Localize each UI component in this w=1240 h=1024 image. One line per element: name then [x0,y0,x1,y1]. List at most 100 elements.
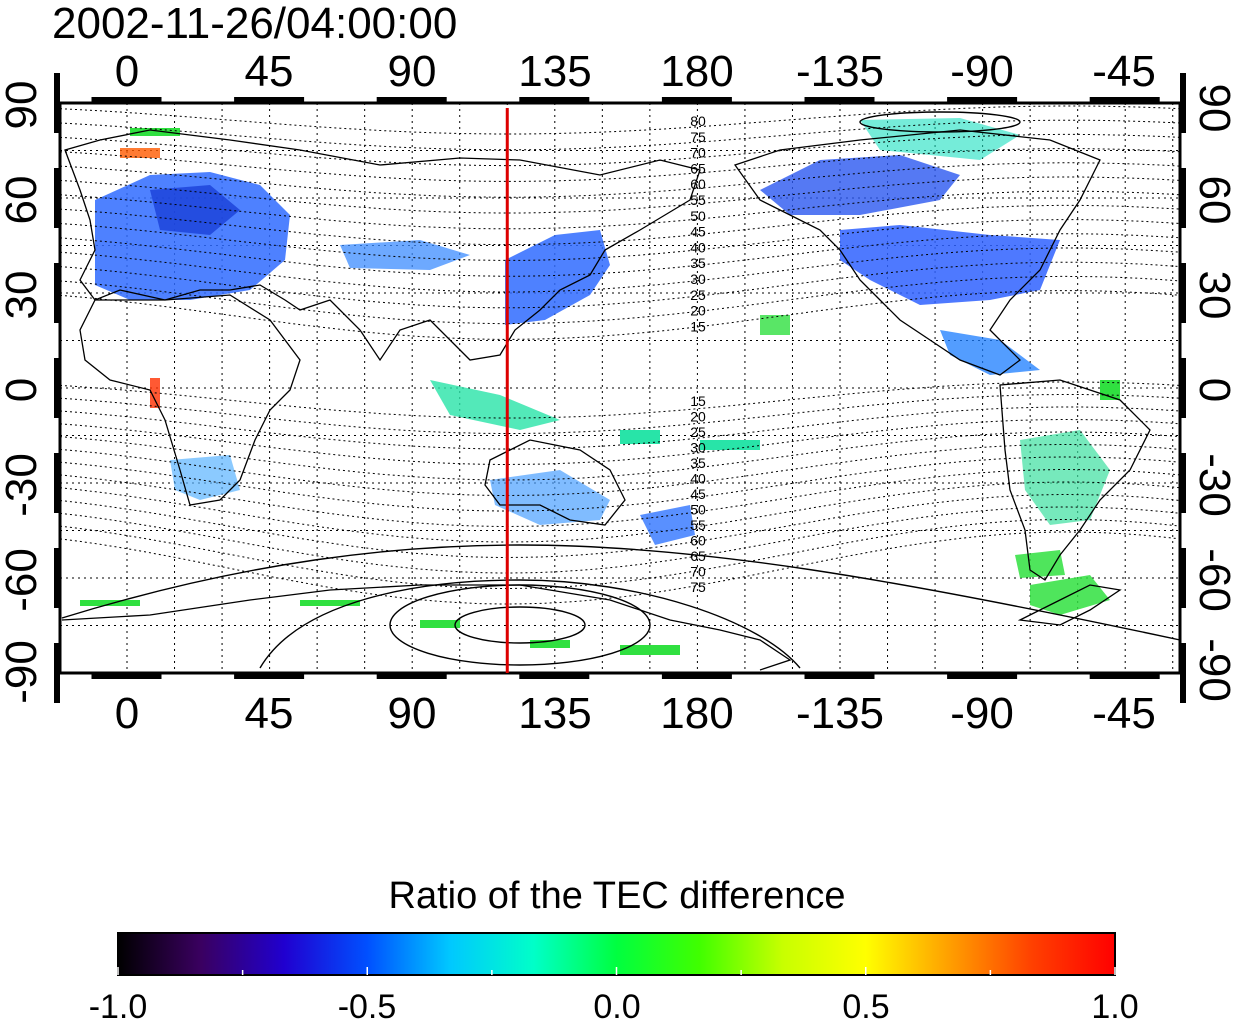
magnetic-contour-north [59,233,1181,277]
data-patch-east-asia [505,230,610,325]
left-lat-label: -90 [0,640,46,704]
right-lat-label: 0 [1190,378,1239,402]
bottom-lon-label: -90 [950,689,1014,738]
right-lat-label: -30 [1190,453,1239,517]
top-lon-label: 90 [388,47,437,96]
data-cell [300,600,360,606]
coastline-africa [79,294,301,506]
data-patch-europe [95,172,290,300]
data-patch-west-asia [340,240,470,270]
top-lon-label: -90 [950,47,1014,96]
contour-label-north: 70 [690,145,706,161]
bottom-lon-label: 45 [245,689,294,738]
polar-contours [61,111,1181,669]
magnetic-contour-north [59,105,1181,135]
top-axis-tick [661,97,732,103]
right-latitude-labels: 90 60 30 0 -30 -60 -90 [1190,84,1239,702]
coastline-south-america [999,379,1151,581]
bottom-lon-label: -45 [1092,689,1156,738]
data-cell [700,440,760,450]
magnetic-contour-south [59,381,1181,419]
magnetic-contour-south [59,518,1181,590]
coastline-antarctica [61,584,792,671]
contour-label-north: 80 [690,113,706,129]
top-axis-tick [804,97,875,103]
data-cell [530,640,570,648]
contour-label-south: 25 [690,424,706,440]
magnetic-latitude-contours [59,105,1181,605]
left-latitude-labels: 90 60 30 0 -30 -60 -90 [0,81,46,704]
top-axis-tick [91,97,162,103]
left-axis-tick [54,358,60,418]
colorbar-tick-label: 1.0 [1091,988,1138,1024]
magnetic-contour-south [59,531,1181,605]
left-lat-label: 60 [0,176,46,225]
data-patch-new-zealand [640,505,695,545]
contour-label-south: 55 [690,517,706,533]
bottom-longitude-labels: 0 45 90 135 180 -135 -90 -45 [115,689,1156,738]
left-lat-label: 90 [0,81,46,130]
data-cell [760,315,790,335]
right-axis-tick [1180,168,1186,228]
coastline-north-america [733,129,1101,376]
south-main-contour [61,544,1181,641]
right-axis-tick [1180,263,1186,323]
contour-labels: 8075706560555045403530252015152025303540… [690,113,706,595]
data-cell [130,128,180,136]
contour-label-south: 50 [690,502,706,518]
contour-label-north: 45 [690,224,706,240]
contour-label-south: 30 [690,440,706,456]
left-axis-tick [54,263,60,323]
colorbar-tick-label: 0.5 [842,988,889,1024]
right-axis-tick [1180,453,1186,513]
contour-label-north: 15 [690,318,706,334]
top-longitude-labels: 0 45 90 135 180 -135 -90 -45 [115,47,1156,96]
data-cell [80,600,140,606]
right-axis-tick [1180,548,1186,608]
bottom-axis-tick [234,673,305,679]
right-lat-label: 30 [1190,271,1239,320]
magnetic-contour-north [59,119,1181,151]
magnetic-contour-north [59,204,1181,246]
contour-label-south: 65 [690,548,706,564]
right-axis-tick [1180,358,1186,418]
bottom-axis-tick [376,673,447,679]
bottom-axis-tick [1089,673,1160,679]
data-patch-south-africa [170,455,240,500]
data-patch-australia [490,470,610,525]
coastlines [61,129,1151,671]
top-lon-label: 45 [245,47,294,96]
top-axis-tick [1089,97,1160,103]
contour-label-south: 60 [690,533,706,549]
magnetic-contour-north [59,176,1181,214]
magnetic-contour-south [59,468,1181,528]
coastline-antarctic-peninsula [1017,584,1122,626]
data-patch-europe-2 [150,185,240,235]
data-cell [620,645,680,655]
contour-label-south: 40 [690,471,706,487]
coastline-australia [484,439,626,526]
top-lon-label: -135 [796,47,884,96]
left-axis-tick [54,453,60,513]
top-axis-tick [234,97,305,103]
bottom-lon-label: 135 [518,689,591,738]
left-axis-tick [54,643,60,703]
left-axis-tick [54,548,60,608]
top-lon-label: -45 [1092,47,1156,96]
contour-label-north: 40 [690,239,706,255]
colorbar-tick-label: 0.0 [593,988,640,1024]
top-lon-label: 180 [660,47,733,96]
data-cell [620,430,660,444]
contour-label-north: 65 [690,160,706,176]
contour-label-north: 60 [690,176,706,192]
colorbar-tick-label: -0.5 [338,988,397,1024]
right-lat-label: 90 [1190,84,1239,133]
magnetic-contour-south [59,406,1181,450]
contour-label-south: 75 [690,579,706,595]
contour-label-north: 30 [690,271,706,287]
magnetic-contour-north [59,148,1181,182]
south-polar-contour-inner [454,606,586,644]
right-lat-label: -90 [1190,638,1239,702]
magnetic-contour-north [59,133,1181,167]
